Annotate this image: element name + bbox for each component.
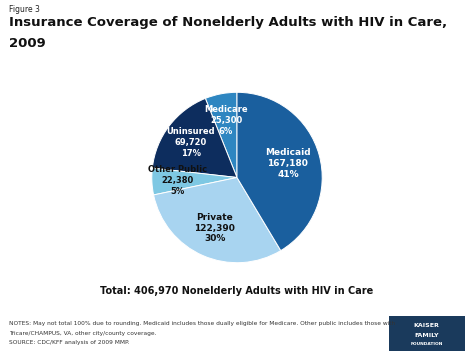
Wedge shape	[237, 92, 322, 251]
Text: Other Public
22,380
5%: Other Public 22,380 5%	[148, 165, 207, 196]
Text: Medicaid
167,180
41%: Medicaid 167,180 41%	[265, 148, 311, 179]
Text: 2009: 2009	[9, 37, 46, 50]
Text: KAISER: KAISER	[414, 323, 439, 328]
Wedge shape	[152, 168, 237, 195]
Text: Tricare/CHAMPUS, VA, other city/county coverage.: Tricare/CHAMPUS, VA, other city/county c…	[9, 331, 157, 336]
Text: NOTES: May not total 100% due to rounding. Medicaid includes those dually eligib: NOTES: May not total 100% due to roundin…	[9, 321, 396, 326]
Text: SOURCE: CDC/KFF analysis of 2009 MMP.: SOURCE: CDC/KFF analysis of 2009 MMP.	[9, 340, 130, 345]
Wedge shape	[205, 92, 237, 178]
Text: Insurance Coverage of Nonelderly Adults with HIV in Care,: Insurance Coverage of Nonelderly Adults …	[9, 16, 447, 29]
Text: Figure 3: Figure 3	[9, 5, 40, 14]
Text: FOUNDATION: FOUNDATION	[410, 342, 443, 346]
Wedge shape	[152, 98, 237, 178]
Text: Uninsured
69,720
17%: Uninsured 69,720 17%	[166, 127, 215, 158]
Wedge shape	[154, 178, 281, 263]
Text: Private
122,390
30%: Private 122,390 30%	[194, 213, 235, 244]
Text: Medicare
25,300
6%: Medicare 25,300 6%	[204, 105, 248, 136]
Text: FAMILY: FAMILY	[414, 333, 439, 338]
Text: Total: 406,970 Nonelderly Adults with HIV in Care: Total: 406,970 Nonelderly Adults with HI…	[100, 286, 374, 296]
